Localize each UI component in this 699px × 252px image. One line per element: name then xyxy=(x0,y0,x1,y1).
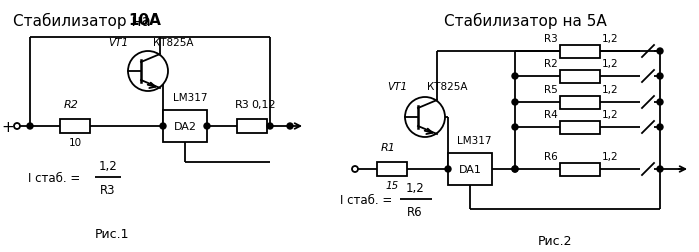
Text: I стаб. =: I стаб. = xyxy=(340,193,392,206)
Text: R5: R5 xyxy=(544,85,558,94)
Bar xyxy=(559,121,600,134)
Text: Рис.2: Рис.2 xyxy=(538,234,572,247)
Text: 10А: 10А xyxy=(129,13,161,28)
Circle shape xyxy=(512,166,518,172)
Bar xyxy=(448,153,492,185)
Text: КТ825А: КТ825А xyxy=(427,82,468,92)
Circle shape xyxy=(445,166,451,172)
Circle shape xyxy=(128,52,168,92)
Circle shape xyxy=(405,98,445,137)
Circle shape xyxy=(512,100,518,106)
Text: 10: 10 xyxy=(69,137,82,147)
Text: Стабилизатор на 5А: Стабилизатор на 5А xyxy=(444,13,606,29)
Text: VT1: VT1 xyxy=(387,82,407,92)
Text: LM317: LM317 xyxy=(173,93,207,103)
Text: R2: R2 xyxy=(64,100,78,110)
Circle shape xyxy=(27,123,33,130)
Text: 1,2: 1,2 xyxy=(602,151,618,161)
Text: 0,12: 0,12 xyxy=(252,100,276,110)
Circle shape xyxy=(657,124,663,131)
Text: R6: R6 xyxy=(408,205,423,218)
Text: КТ825А: КТ825А xyxy=(153,38,194,48)
Circle shape xyxy=(160,123,166,130)
Bar xyxy=(559,96,600,109)
Text: Стабилизатор на: Стабилизатор на xyxy=(13,13,151,29)
Bar xyxy=(237,119,267,134)
Text: +: + xyxy=(1,119,15,134)
Bar xyxy=(559,163,600,176)
Text: 1,2: 1,2 xyxy=(602,34,618,44)
Text: 15: 15 xyxy=(385,180,398,190)
Circle shape xyxy=(204,123,210,130)
Bar xyxy=(60,119,90,134)
Text: I стаб. =: I стаб. = xyxy=(28,171,80,184)
Bar xyxy=(559,45,600,58)
Text: 1,2: 1,2 xyxy=(602,85,618,94)
Text: R6: R6 xyxy=(544,151,558,161)
Text: Рис.1: Рис.1 xyxy=(95,227,129,240)
Circle shape xyxy=(657,166,663,172)
Bar xyxy=(163,111,207,142)
Text: R4: R4 xyxy=(544,110,558,119)
Text: DA2: DA2 xyxy=(173,121,196,132)
Circle shape xyxy=(512,124,518,131)
Text: LM317: LM317 xyxy=(456,136,491,145)
Bar xyxy=(559,70,600,83)
Circle shape xyxy=(512,166,518,172)
Text: DA1: DA1 xyxy=(459,164,482,174)
Text: R2: R2 xyxy=(544,59,558,69)
Text: 1,2: 1,2 xyxy=(602,59,618,69)
Text: R3: R3 xyxy=(100,183,116,196)
Circle shape xyxy=(657,49,663,55)
Circle shape xyxy=(287,123,293,130)
Circle shape xyxy=(352,166,358,172)
Circle shape xyxy=(14,123,20,130)
Circle shape xyxy=(657,74,663,80)
Text: R3: R3 xyxy=(235,100,250,110)
Text: 1,2: 1,2 xyxy=(405,181,424,194)
Circle shape xyxy=(267,123,273,130)
Text: R3: R3 xyxy=(544,34,558,44)
Circle shape xyxy=(512,74,518,80)
Text: 1,2: 1,2 xyxy=(99,159,117,172)
Text: 1,2: 1,2 xyxy=(602,110,618,119)
Text: R1: R1 xyxy=(380,142,396,152)
Text: VT1: VT1 xyxy=(108,38,128,48)
Bar xyxy=(377,162,407,176)
Circle shape xyxy=(657,100,663,106)
